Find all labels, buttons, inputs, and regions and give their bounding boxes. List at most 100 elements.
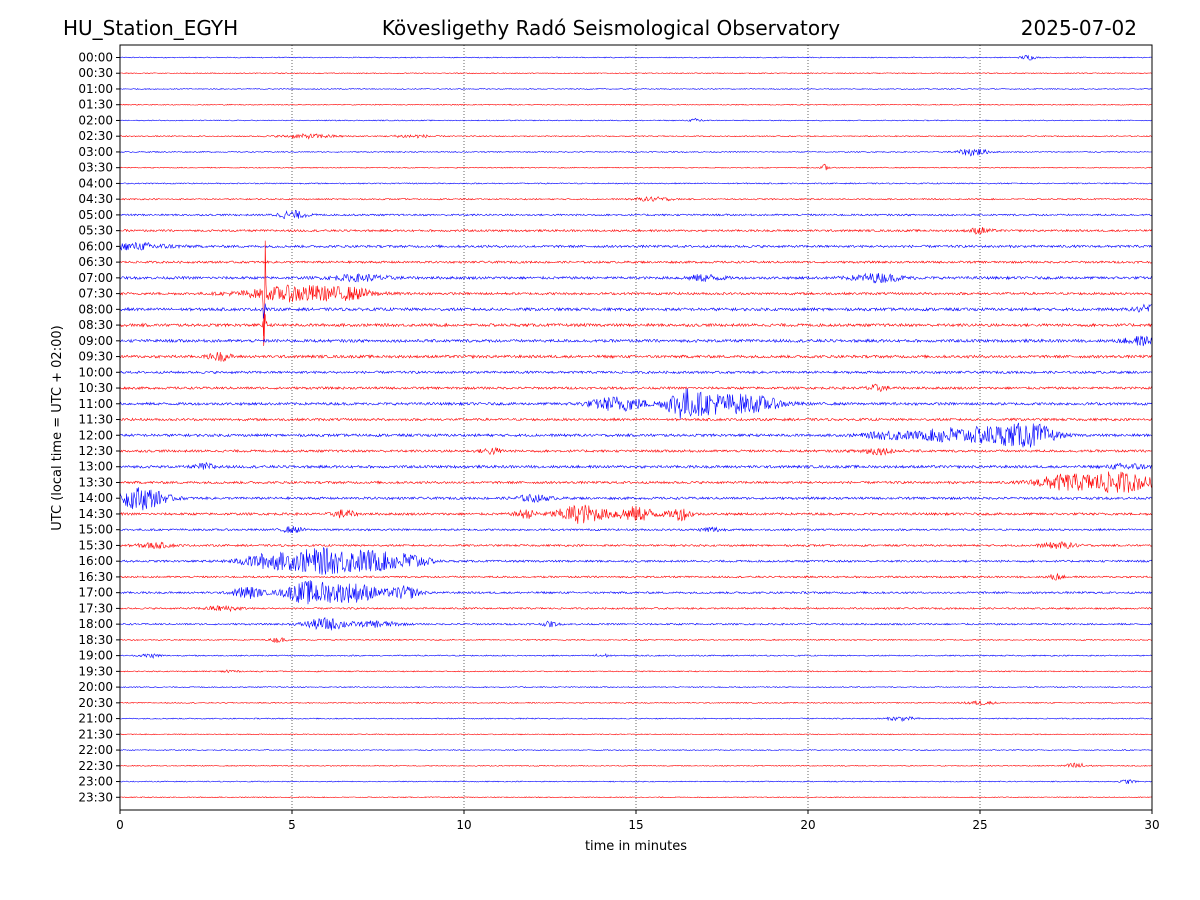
y-tick-label: 20:00 <box>78 680 113 694</box>
y-tick-label: 21:30 <box>78 727 113 741</box>
trace-12:00 <box>120 422 1152 448</box>
station-title: HU_Station_EGYH <box>63 16 238 40</box>
y-tick-label: 15:00 <box>78 523 113 537</box>
x-tick-label-5: 5 <box>288 818 296 832</box>
y-tick-label: 18:00 <box>78 617 113 631</box>
x-tick-label-30: 30 <box>1144 818 1159 832</box>
y-tick-label: 20:30 <box>78 696 113 710</box>
trace-17:00 <box>120 580 1152 605</box>
trace-02:30 <box>120 133 1152 140</box>
y-tick-label: 11:30 <box>78 413 113 427</box>
trace-06:30 <box>120 260 1152 265</box>
y-tick-label: 02:00 <box>78 113 113 127</box>
trace-07:00 <box>120 272 1152 284</box>
trace-13:30 <box>120 471 1152 494</box>
trace-06:00 <box>120 241 1152 251</box>
trace-20:30 <box>120 700 1152 706</box>
trace-22:30 <box>120 762 1152 768</box>
trace-00:00 <box>120 54 1152 61</box>
trace-16:30 <box>120 572 1152 581</box>
y-tick-label: 14:00 <box>78 491 113 505</box>
y-axis-label: UTC (local time = UTC + 02:00) <box>50 325 65 530</box>
y-tick-label: 16:00 <box>78 554 113 568</box>
trace-14:30 <box>120 504 1152 524</box>
y-tick-label: 07:30 <box>78 287 113 301</box>
trace-11:00 <box>120 388 1152 419</box>
y-tick-label: 05:30 <box>78 224 113 238</box>
y-tick-label: 04:30 <box>78 192 113 206</box>
y-tick-label: 03:00 <box>78 145 113 159</box>
trace-01:00 <box>120 88 1152 90</box>
trace-04:00 <box>120 182 1152 185</box>
trace-05:30 <box>120 226 1152 235</box>
date-title: 2025-07-02 <box>1021 16 1137 40</box>
y-tick-label: 06:00 <box>78 239 113 253</box>
y-tick-label: 18:30 <box>78 633 113 647</box>
trace-12:30 <box>120 446 1152 456</box>
trace-23:00 <box>120 779 1152 784</box>
y-tick-label: 07:00 <box>78 271 113 285</box>
y-tick-label: 14:30 <box>78 507 113 521</box>
y-tick-label: 17:00 <box>78 586 113 600</box>
trace-08:30 <box>120 312 1152 337</box>
trace-19:00 <box>120 652 1152 659</box>
y-tick-label: 10:30 <box>78 381 113 395</box>
y-tick-label: 09:00 <box>78 334 113 348</box>
trace-00:30 <box>120 72 1152 75</box>
trace-09:00 <box>120 335 1152 347</box>
trace-14:00 <box>120 487 1152 511</box>
y-tick-label: 12:30 <box>78 444 113 458</box>
x-axis-label: time in minutes <box>585 839 687 854</box>
y-tick-label: 21:00 <box>78 712 113 726</box>
trace-18:00 <box>120 616 1152 631</box>
observatory-title: Kövesligethy Radó Seismological Observat… <box>382 16 840 40</box>
y-tick-label: 23:00 <box>78 775 113 789</box>
y-tick-label: 05:00 <box>78 208 113 222</box>
trace-10:30 <box>120 383 1152 393</box>
y-tick-label: 00:00 <box>78 51 113 65</box>
y-tick-label: 01:30 <box>78 98 113 112</box>
y-tick-label: 00:30 <box>78 66 113 80</box>
y-tick-label: 22:30 <box>78 759 113 773</box>
y-tick-label: 19:00 <box>78 649 113 663</box>
y-tick-label: 08:30 <box>78 318 113 332</box>
grid-lines <box>291 45 981 810</box>
y-tick-label: 01:00 <box>78 82 113 96</box>
trace-05:00 <box>120 210 1152 220</box>
y-tick-label: 09:30 <box>78 350 113 364</box>
trace-18:30 <box>120 637 1152 644</box>
trace-03:30 <box>120 163 1152 171</box>
x-tick-label-15: 15 <box>628 818 643 832</box>
y-tick-label: 13:00 <box>78 460 113 474</box>
trace-17:30 <box>120 605 1152 613</box>
x-tick-label-20: 20 <box>800 818 815 832</box>
y-tick-label: 23:30 <box>78 790 113 804</box>
y-tick-label: 19:30 <box>78 664 113 678</box>
trace-07:30 <box>120 240 1152 347</box>
y-tick-label: 06:30 <box>78 255 113 269</box>
trace-10:00 <box>120 370 1152 375</box>
x-tick-label-25: 25 <box>972 818 987 832</box>
trace-03:00 <box>120 148 1152 157</box>
y-tick-label: 02:30 <box>78 129 113 143</box>
trace-16:00 <box>120 547 1152 575</box>
y-tick-label: 03:30 <box>78 161 113 175</box>
trace-21:00 <box>120 716 1152 723</box>
x-tick-label-10: 10 <box>456 818 471 832</box>
trace-15:30 <box>120 541 1152 550</box>
y-tick-label: 08:00 <box>78 302 113 316</box>
y-tick-label: 22:00 <box>78 743 113 757</box>
y-tick-label: 04:00 <box>78 176 113 190</box>
trace-20:00 <box>120 686 1152 689</box>
trace-23:30 <box>120 796 1152 799</box>
x-tick-label-0: 0 <box>116 818 124 832</box>
y-tick-label: 15:30 <box>78 538 113 552</box>
trace-08:00 <box>120 303 1152 319</box>
trace-01:30 <box>120 103 1152 106</box>
trace-02:00 <box>120 117 1152 123</box>
y-tick-label: 17:30 <box>78 601 113 615</box>
trace-13:00 <box>120 461 1152 471</box>
trace-04:30 <box>120 196 1152 202</box>
trace-11:30 <box>120 417 1152 422</box>
